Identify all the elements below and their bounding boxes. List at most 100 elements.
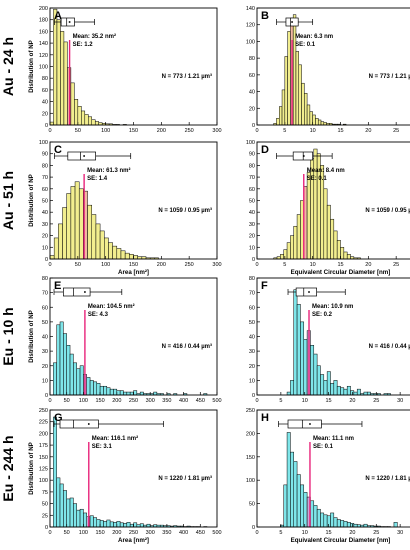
x-axis-label: Area [nm²] [118, 537, 149, 544]
y-tick-label: 30 [42, 222, 48, 228]
n-label: N = 1059 / 0.95 µm³ [158, 207, 212, 214]
panel-letter: B [261, 10, 269, 22]
mean-marker [68, 21, 71, 23]
histogram-bar [63, 490, 67, 528]
panel-e: 0 10 20 30 40 50 60 70 80 0 50 100 150 200 250 300 350 40… [28, 276, 222, 404]
y-tick-label: 60 [42, 187, 48, 193]
y-axis-label: Distribution of NP [28, 174, 35, 227]
panel-letter: F [261, 280, 268, 292]
x-tick-label: 300 [146, 530, 155, 536]
panel-b: 020406080100120140051015202530BMean: 6.3… [246, 6, 410, 134]
histogram-bar [326, 204, 331, 260]
y-tick-label: 20 [249, 106, 255, 112]
se-label: SE: 4.3 [88, 312, 109, 318]
histogram-bar [133, 522, 138, 528]
y-tick-label: 0 [252, 393, 255, 399]
plot-area [50, 410, 217, 527]
histogram-bar [123, 523, 128, 528]
histogram-bar [94, 121, 99, 126]
box [63, 287, 91, 297]
histogram-bar [99, 230, 105, 260]
histogram-bar [53, 362, 57, 396]
histogram-bar [53, 416, 57, 528]
x-tick-label: 100 [101, 262, 110, 268]
histogram-bar [124, 252, 130, 260]
n-label: N = 773 / 1.21 µm³ [369, 73, 410, 80]
panel-h: 05010015020025005101520253035Equivalent … [246, 408, 410, 544]
y-tick-label: 100 [39, 140, 48, 146]
panel-letter: H [261, 412, 269, 424]
y-tick-label: 60 [249, 73, 255, 79]
histogram-bar [316, 508, 321, 528]
x-tick-label: 20 [365, 128, 371, 134]
bars [53, 321, 208, 396]
y-tick-label: 200 [39, 431, 48, 437]
y-tick-label: 80 [249, 56, 255, 62]
y-tick-label: 140 [246, 6, 255, 12]
histogram-bar [126, 522, 131, 528]
y-tick-label: 50 [42, 199, 48, 205]
y-tick-label: 50 [249, 199, 255, 205]
histogram-bar [296, 304, 301, 396]
box-plot [53, 287, 123, 297]
row-label: Au - 51 h [0, 171, 16, 230]
x-tick-label: 100 [79, 398, 88, 404]
x-tick-label: 25 [393, 262, 399, 268]
x-tick-label: 0 [48, 530, 51, 536]
histogram-bar [326, 371, 331, 396]
x-ticks: 0 50 100 150 200 250 300 [48, 122, 222, 134]
box-plot [54, 151, 132, 161]
y-tick-label: 150 [246, 455, 255, 461]
histogram-bar [56, 324, 61, 396]
histogram-bar [87, 204, 93, 260]
y-tick-label: 30 [42, 349, 48, 355]
histogram-bar [343, 521, 348, 528]
y-tick-label: 125 [39, 467, 48, 473]
histogram-bar [340, 387, 345, 396]
histogram-bar [86, 377, 91, 396]
histogram-bar [93, 517, 98, 528]
histogram-bar [76, 368, 81, 396]
histogram-bar [290, 380, 294, 396]
y-tick-label: 60 [249, 187, 255, 193]
x-tick-label: 250 [185, 128, 194, 134]
histogram-bar [116, 390, 121, 396]
histogram-bar [79, 365, 84, 396]
x-tick-label: 0 [48, 128, 51, 134]
histogram-bar [88, 116, 92, 126]
mean-label: Mean: 11.1 nm [313, 436, 354, 442]
histogram-bar [310, 345, 315, 396]
y-axis-label: Distribution of NP [28, 40, 35, 93]
y-tick-label: 80 [249, 276, 255, 282]
panel-g: 0 25 50 75 100 125 150 175 200 225 250 0 50 100 150 200… [28, 408, 222, 544]
histogram-bar [91, 214, 97, 260]
histogram-bar [84, 114, 89, 126]
x-tick-label: 20 [349, 530, 355, 536]
panel-letter: E [54, 280, 61, 292]
mean-label: Mean: 35.2 nm² [73, 33, 116, 40]
histogram-bar [346, 522, 351, 528]
histogram-bar [340, 247, 345, 260]
histogram-bar [133, 255, 138, 260]
x-axis-label: Area [nm²] [118, 269, 149, 276]
box-plot [276, 17, 314, 27]
x-tick-label: 0 [48, 262, 51, 268]
histogram-bar [93, 381, 98, 396]
y-axis-label: Distribution of NP [28, 442, 35, 495]
histogram-bar [69, 353, 74, 396]
histogram-bar [286, 432, 291, 528]
histogram-bar [292, 14, 297, 126]
x-tick-label: 350 [162, 530, 171, 536]
x-tick-label: 5 [283, 128, 286, 134]
y-tick-label: 20 [42, 364, 48, 370]
histogram-bar [119, 390, 124, 396]
histogram-bar [304, 92, 308, 126]
y-ticks: 0 10 20 30 40 50 60 70 80 90 100 [39, 140, 53, 263]
y-tick-label: 40 [42, 210, 48, 216]
y-tick-label: 100 [246, 140, 255, 146]
histogram-bar [330, 512, 335, 528]
x-tick-label: 15 [326, 530, 332, 536]
box [287, 419, 322, 429]
